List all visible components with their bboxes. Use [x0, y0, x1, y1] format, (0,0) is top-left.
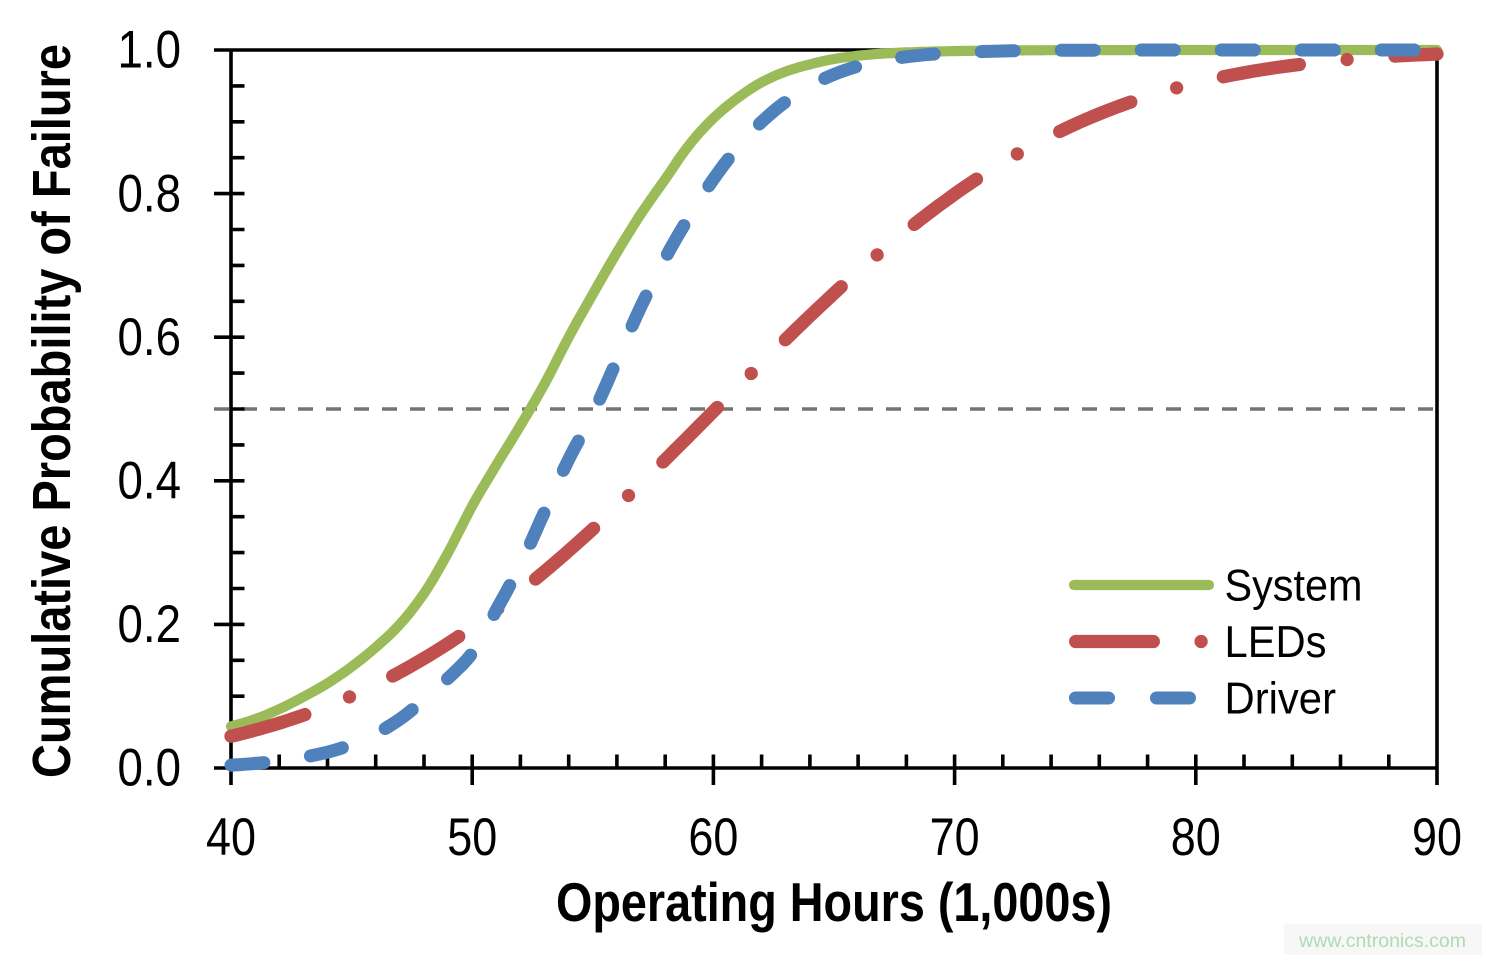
svg-text:50: 50	[447, 808, 497, 867]
svg-text:0.6: 0.6	[118, 308, 182, 367]
svg-text:Operating Hours (1,000s): Operating Hours (1,000s)	[556, 871, 1112, 933]
svg-text:www.cntronics.com: www.cntronics.com	[1298, 930, 1466, 952]
svg-text:0.0: 0.0	[118, 739, 182, 798]
svg-text:0.2: 0.2	[118, 595, 182, 654]
svg-text:0.8: 0.8	[118, 164, 182, 223]
svg-text:70: 70	[930, 808, 980, 867]
svg-text:80: 80	[1171, 808, 1221, 867]
svg-text:LEDs: LEDs	[1225, 618, 1327, 667]
svg-text:1.0: 1.0	[118, 21, 182, 80]
svg-text:90: 90	[1412, 808, 1462, 867]
svg-text:Cumulative Probability of Fail: Cumulative Probability of Failure	[22, 44, 82, 778]
svg-text:0.4: 0.4	[118, 452, 182, 511]
svg-text:Driver: Driver	[1225, 675, 1337, 724]
svg-text:60: 60	[688, 808, 738, 867]
svg-text:System: System	[1225, 562, 1363, 611]
svg-text:40: 40	[206, 808, 256, 867]
